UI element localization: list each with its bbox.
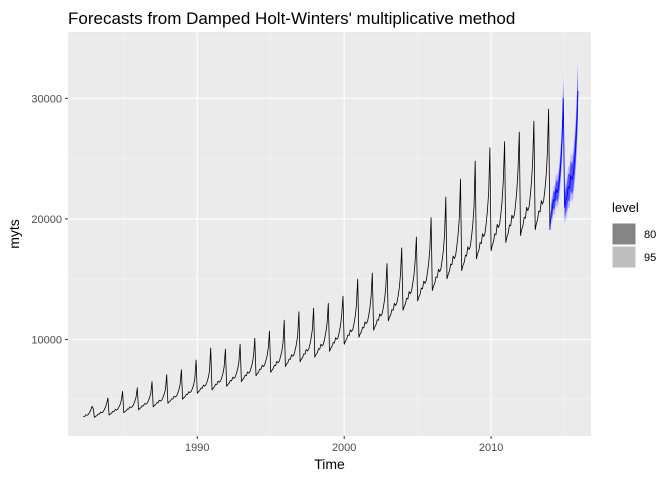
legend-key-80 [611,222,637,246]
x-tick-label-0: 1990 [185,442,209,454]
y-tick-label-2: 30000 [31,93,62,105]
history-line [83,108,551,418]
grid-minor [68,32,591,436]
series-lines [83,91,579,418]
plot-panel [68,32,591,436]
y-tick-label-1: 20000 [31,214,62,226]
x-axis-ticks: 1990 2000 2010 [185,436,503,454]
legend: level 80 95 [611,200,656,269]
interval-band-80 [551,69,578,221]
prediction-intervals [551,57,578,226]
x-axis-title: Time [314,456,345,472]
chart-title: Forecasts from Damped Holt-Winters' mult… [68,9,515,28]
y-tick-label-0: 10000 [31,335,62,347]
legend-title: level [612,200,639,215]
y-axis-title: myts [6,219,22,249]
legend-label-95: 95 [644,252,656,264]
x-tick-label-1: 2000 [332,442,356,454]
y-axis-ticks: 10000 20000 30000 [31,93,68,347]
x-tick-label-2: 2010 [479,442,503,454]
forecast-line [549,91,579,230]
legend-key-95 [611,245,637,269]
legend-label-80: 80 [644,229,656,241]
